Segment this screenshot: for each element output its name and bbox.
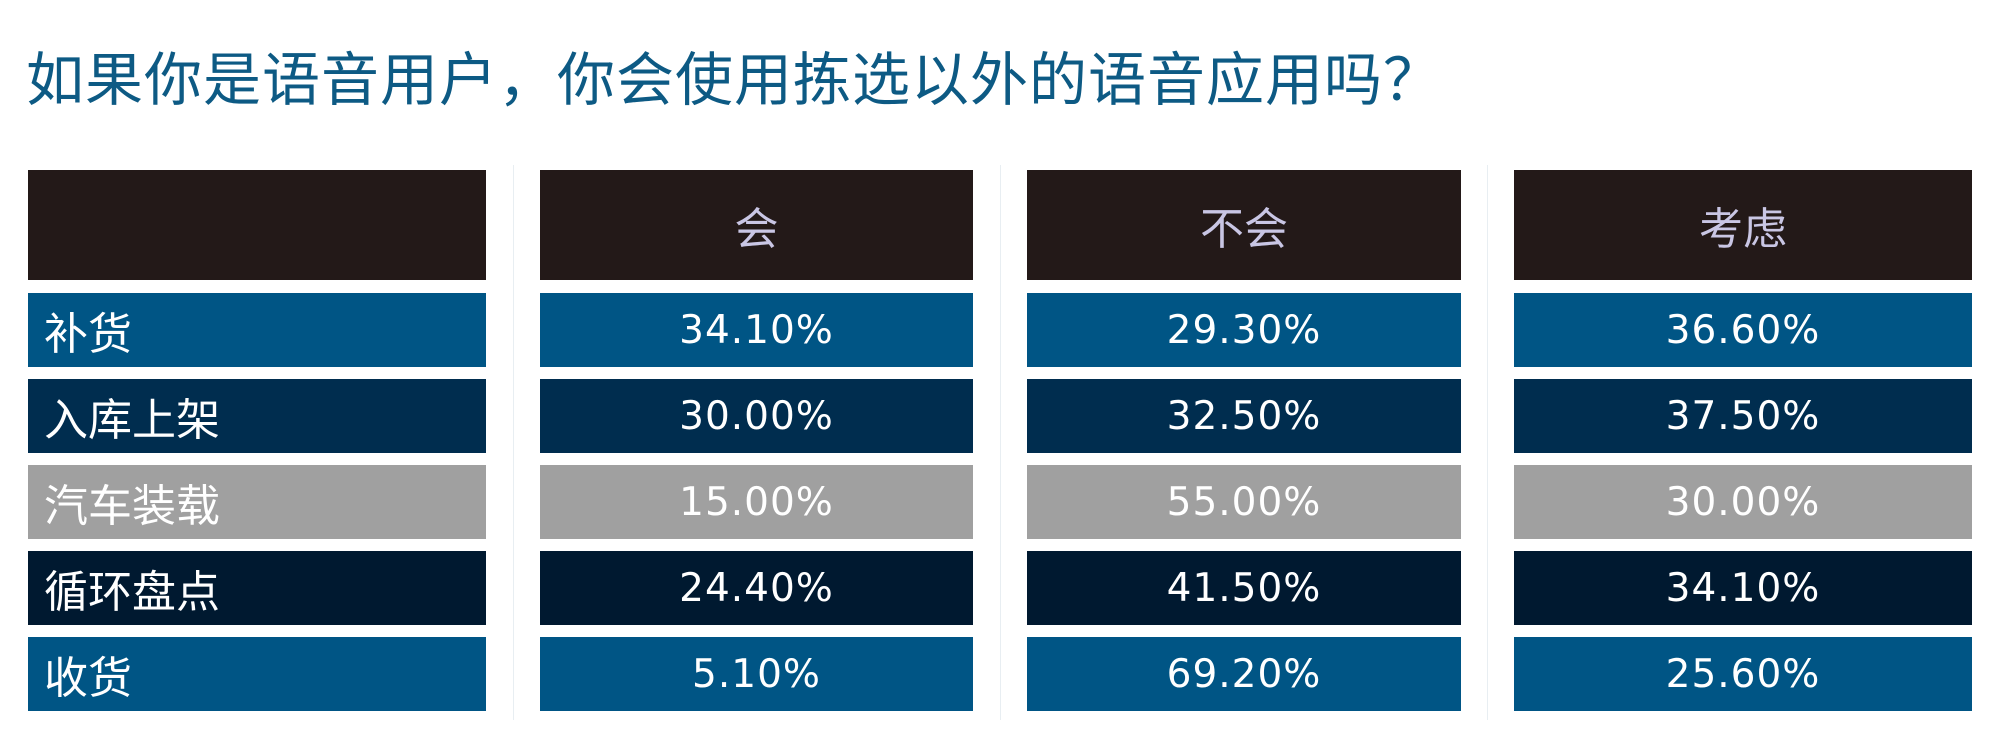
page-title: 如果你是语音用户，你会使用拣选以外的语音应用吗？ (26, 46, 1443, 114)
row-label-receiving: 收货 (28, 637, 486, 711)
table-cell: 24.40% (540, 551, 973, 625)
row-label-restock: 补货 (28, 293, 486, 367)
table-cell: 29.30% (1027, 293, 1461, 367)
table-cell: 69.20% (1027, 637, 1461, 711)
table-cell: 36.60% (1514, 293, 1972, 367)
row-label-truck-loading: 汽车装载 (28, 465, 486, 539)
grid-line (1000, 165, 1001, 720)
table-cell: 30.00% (1514, 465, 1972, 539)
grid-line (1487, 165, 1488, 720)
table-cell: 34.10% (1514, 551, 1972, 625)
grid-line (513, 165, 514, 720)
column-header-no: 不会 (1027, 170, 1461, 280)
table-cell: 15.00% (540, 465, 973, 539)
table-cell: 37.50% (1514, 379, 1972, 453)
table-cell: 34.10% (540, 293, 973, 367)
row-label-cycle-count: 循环盘点 (28, 551, 486, 625)
column-header-consider: 考虑 (1514, 170, 1972, 280)
table-cell: 30.00% (540, 379, 973, 453)
table-cell: 5.10% (540, 637, 973, 711)
column-header-yes: 会 (540, 170, 973, 280)
header-corner-cell (28, 170, 486, 280)
row-label-putaway: 入库上架 (28, 379, 486, 453)
table-cell: 41.50% (1027, 551, 1461, 625)
table-cell: 55.00% (1027, 465, 1461, 539)
table-cell: 25.60% (1514, 637, 1972, 711)
table-cell: 32.50% (1027, 379, 1461, 453)
